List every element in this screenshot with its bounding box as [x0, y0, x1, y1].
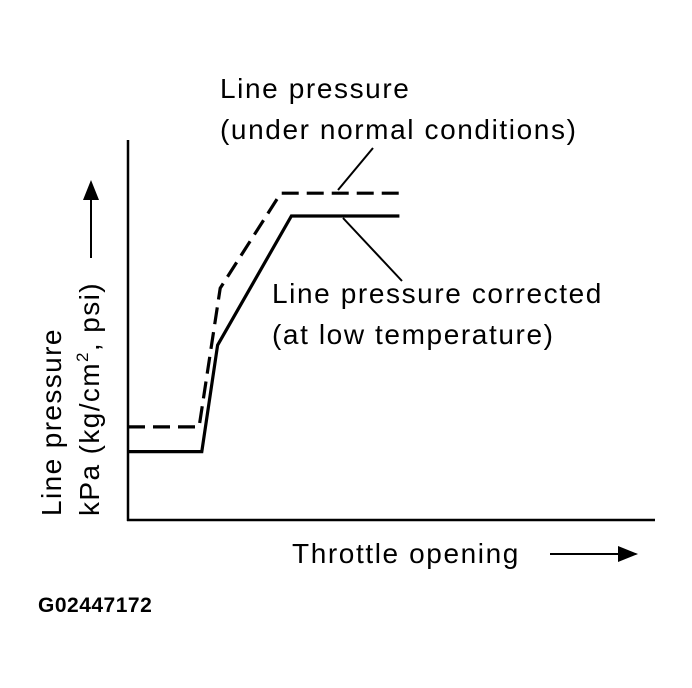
- series-label-normal-line1: Line pressure: [220, 73, 410, 104]
- y-axis-label-line2: kPa (kg/cm2, psi): [73, 282, 105, 516]
- series-label-normal-line2: (under normal conditions): [220, 114, 578, 145]
- y-axis-unit-prefix: kPa (kg/cm: [74, 362, 105, 516]
- series-line-corrected: [128, 214, 400, 454]
- series-label-corrected-line2: (at low temperature): [272, 319, 555, 350]
- y-axis-unit-superscript: 2: [73, 351, 92, 362]
- leader-line-corrected: [342, 217, 403, 282]
- series-label-corrected-line1: Line pressure corrected: [272, 278, 603, 309]
- leader-line-normal: [337, 147, 374, 191]
- y-axis-label-group-2: kPa (kg/cm2, psi): [73, 282, 105, 516]
- y-axis-arrowhead: [83, 180, 99, 200]
- x-axis-arrowhead: [618, 546, 638, 562]
- x-axis-label: Throttle opening: [292, 538, 520, 569]
- y-axis-label-line1: Line pressure: [36, 328, 67, 516]
- y-axis-label-group: Line pressure: [36, 328, 67, 516]
- series-line-normal: [128, 191, 400, 429]
- figure-code: G02447172: [38, 594, 152, 617]
- y-axis-unit-suffix: , psi): [74, 282, 105, 351]
